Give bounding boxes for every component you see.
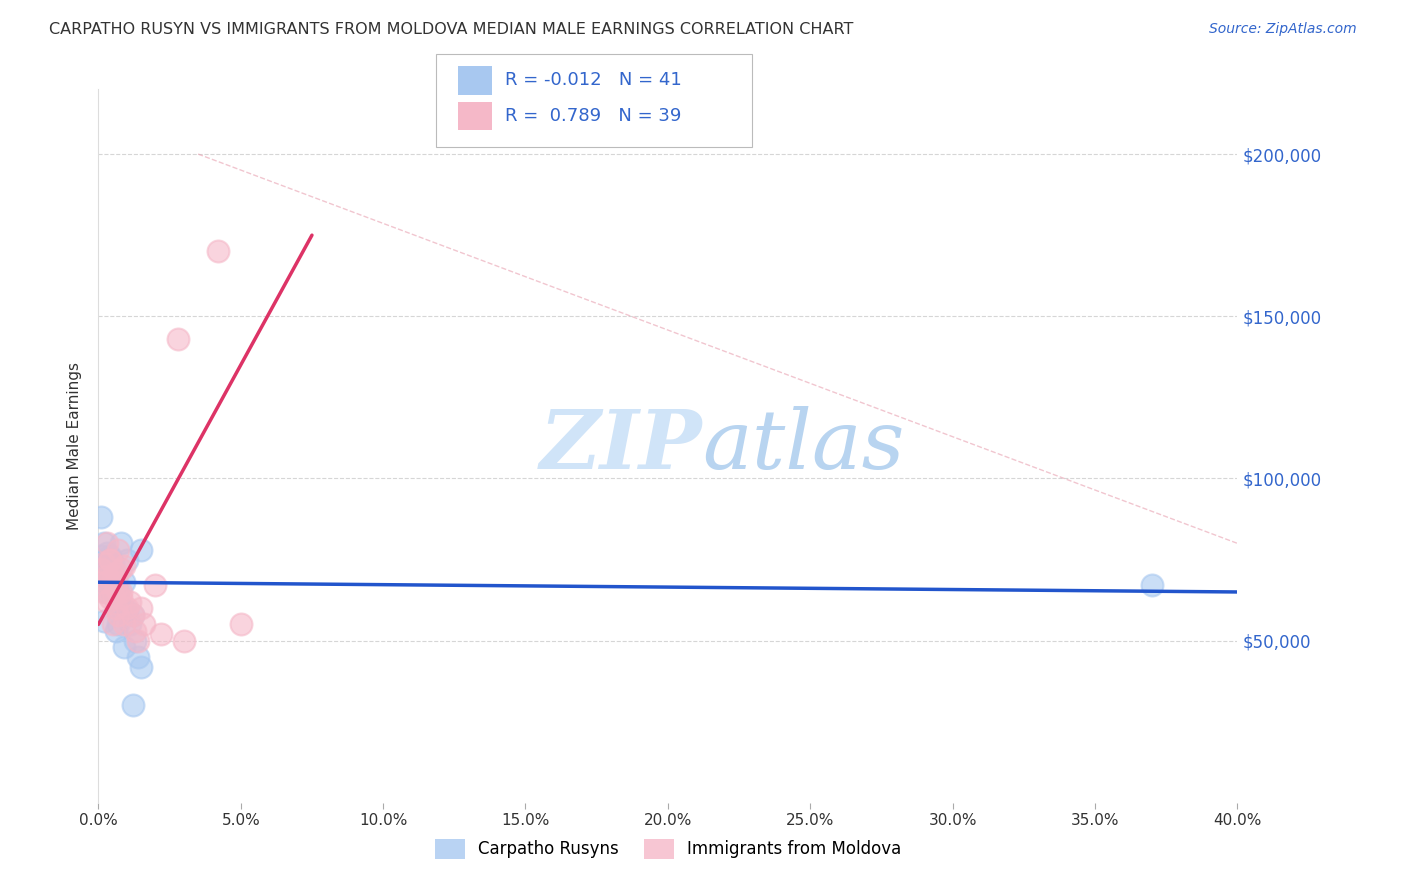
Point [110,562,132,576]
Text: atlas: atlas [702,406,904,486]
Point [107,542,129,557]
Text: ZIP: ZIP [540,406,702,486]
Point [96,585,118,599]
Point [110,591,132,606]
Point [121,607,143,622]
Point [129,542,152,557]
Point [127,633,149,648]
Point [104,591,127,606]
Point [96,568,118,582]
Point [115,552,138,566]
Legend: Carpatho Rusyns, Immigrants from Moldova: Carpatho Rusyns, Immigrants from Moldova [427,832,908,866]
Point [104,582,127,596]
Point [229,617,252,632]
Point [121,698,143,713]
Point [93,552,115,566]
Text: Source: ZipAtlas.com: Source: ZipAtlas.com [1209,22,1357,37]
Point [101,617,124,632]
Point [112,559,135,574]
Point [104,566,127,580]
Point [93,575,115,590]
Point [107,585,129,599]
Point [104,624,127,638]
Point [93,556,115,570]
Point [121,607,143,622]
Point [104,575,127,590]
Point [101,556,124,570]
Point [150,627,173,641]
Point [167,332,190,346]
Point [101,568,124,582]
Point [90,562,112,576]
Point [98,552,121,566]
Point [96,595,118,609]
Point [115,601,138,615]
Point [90,510,112,524]
Point [112,617,135,632]
Text: R = -0.012   N = 41: R = -0.012 N = 41 [505,71,682,89]
Point [107,617,129,632]
Point [112,575,135,590]
Point [115,604,138,618]
Point [90,575,112,590]
Point [98,572,121,586]
Point [96,568,118,582]
Point [104,582,127,596]
Point [145,578,167,592]
Point [127,649,149,664]
Point [207,244,229,259]
Point [110,536,132,550]
Point [98,591,121,606]
Point [118,617,141,632]
Point [173,633,195,648]
Point [98,562,121,576]
Point [101,588,124,602]
Y-axis label: Median Male Earnings: Median Male Earnings [67,362,83,530]
Point [96,575,118,590]
Point [104,601,127,615]
Point [110,585,132,599]
Point [107,585,129,599]
Point [98,549,121,564]
Point [110,601,132,615]
Point [124,633,146,648]
Point [107,595,129,609]
Point [129,659,152,673]
Point [93,536,115,550]
Point [98,552,121,566]
Point [118,595,141,609]
Point [132,617,155,632]
Point [107,607,129,622]
Point [1140,578,1163,592]
Point [93,614,115,628]
Point [124,624,146,638]
Point [96,566,118,580]
Point [96,559,118,574]
Point [112,640,135,654]
Point [101,588,124,602]
Point [98,578,121,592]
Point [101,588,124,602]
Point [96,536,118,550]
Point [101,575,124,590]
Point [90,562,112,576]
Point [93,585,115,599]
Point [104,572,127,586]
Point [90,549,112,564]
Point [96,546,118,560]
Point [129,601,152,615]
Text: CARPATHO RUSYN VS IMMIGRANTS FROM MOLDOVA MEDIAN MALE EARNINGS CORRELATION CHART: CARPATHO RUSYN VS IMMIGRANTS FROM MOLDOV… [49,22,853,37]
Text: R =  0.789   N = 39: R = 0.789 N = 39 [505,107,681,125]
